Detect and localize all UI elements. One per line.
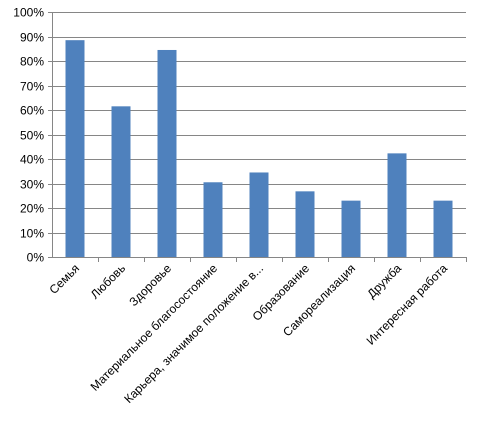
y-tick-label: 60%: [20, 104, 44, 118]
axes: [48, 12, 467, 262]
bar: [203, 182, 223, 257]
y-tick-label: 0%: [27, 251, 45, 265]
x-category-label: Дружба: [364, 261, 404, 301]
bar: [433, 200, 453, 257]
bar: [157, 49, 177, 257]
y-tick-label: 80%: [20, 55, 44, 69]
y-tick-label: 10%: [20, 227, 44, 241]
x-category-label: Семья: [47, 261, 83, 297]
y-tick-label: 100%: [13, 6, 44, 20]
bar: [249, 172, 269, 257]
y-tick-label: 90%: [20, 31, 44, 45]
x-category-label: Интересная работа: [364, 261, 451, 348]
bar: [111, 106, 131, 257]
y-tick-label: 40%: [20, 153, 44, 167]
bar: [341, 200, 361, 257]
bars: [65, 40, 453, 257]
bar: [295, 191, 315, 257]
bar: [387, 153, 407, 257]
y-tick-label: 20%: [20, 202, 44, 216]
y-tick-labels: 0% 10% 20% 30% 40% 50% 60% 70% 80% 90% 100%: [13, 6, 44, 265]
x-category-label: Здоровье: [126, 261, 174, 309]
y-tick-label: 50%: [20, 129, 44, 143]
x-category-label: Любовь: [88, 261, 128, 301]
y-tick-label: 70%: [20, 80, 44, 94]
bar: [65, 40, 85, 257]
y-tick-label: 30%: [20, 178, 44, 192]
